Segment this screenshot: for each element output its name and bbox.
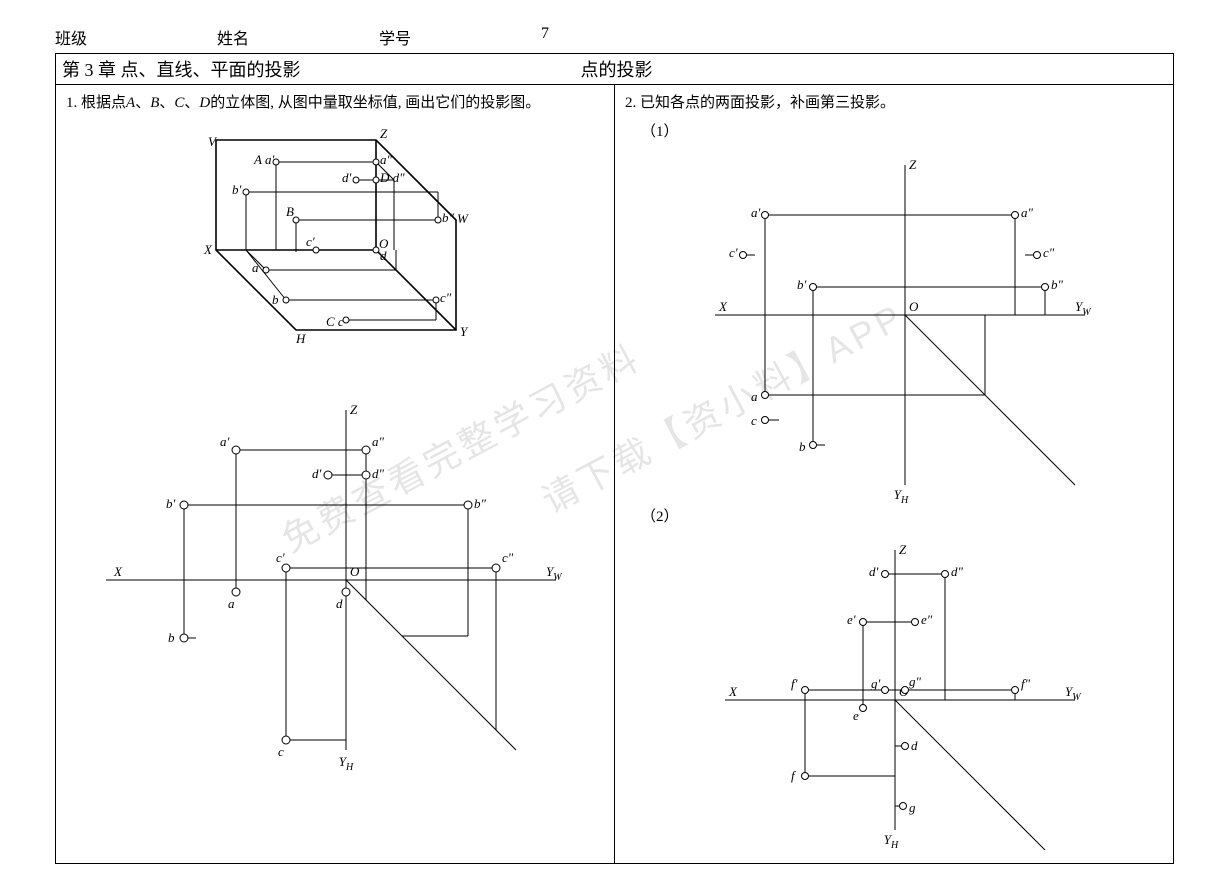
p-b: b bbox=[168, 630, 175, 645]
sub-2: （2） bbox=[641, 505, 1163, 526]
ax-X2: X bbox=[728, 684, 738, 699]
p-a: a bbox=[228, 596, 235, 611]
label-Y: Y bbox=[460, 324, 469, 339]
p-ap: a' bbox=[220, 434, 230, 449]
p2-e: e bbox=[853, 708, 859, 723]
p2-g: g bbox=[909, 800, 916, 815]
pt-adp: a" bbox=[380, 152, 393, 167]
pt-Od: d bbox=[380, 248, 387, 263]
p-bp: b' bbox=[166, 496, 176, 511]
p-adp: a" bbox=[372, 434, 385, 449]
p-c: c bbox=[278, 744, 284, 759]
p2-fp: f' bbox=[791, 676, 798, 691]
p2-ep: e' bbox=[847, 612, 856, 627]
question-2: 2. 已知各点的两面投影，补画第三投影。 bbox=[625, 91, 1163, 112]
p1-cp: c' bbox=[729, 245, 738, 260]
subtitle: 点的投影 bbox=[581, 56, 653, 82]
p1-c: c bbox=[751, 413, 757, 428]
left-column: 1. 根据点A、B、C、D的立体图, 从图中量取坐标值, 画出它们的投影图。 V… bbox=[56, 85, 615, 863]
label-W: W bbox=[457, 211, 469, 226]
pt-B: B bbox=[286, 204, 294, 219]
header-row: 班级 姓名 学号 7 bbox=[55, 25, 1174, 49]
p2-gp: g' bbox=[871, 676, 881, 691]
p-cp: c' bbox=[276, 550, 285, 565]
p1-ap: a' bbox=[751, 205, 761, 220]
pt-Cc: C c bbox=[326, 314, 344, 329]
chapter-title: 第 3 章 点、直线、平面的投影 bbox=[62, 56, 301, 82]
ax-Z2: Z bbox=[899, 542, 907, 557]
title-row: 第 3 章 点、直线、平面的投影 点的投影 bbox=[55, 53, 1174, 84]
ax-O1: O bbox=[909, 299, 919, 314]
pt-A: A a' bbox=[253, 152, 274, 167]
ax-Z1: Z bbox=[909, 157, 917, 172]
label-X: X bbox=[203, 242, 213, 257]
pt-Ddp: D d" bbox=[379, 170, 405, 185]
axis-Z: Z bbox=[350, 402, 358, 417]
p1-cdp: c" bbox=[1043, 245, 1055, 260]
pt-dp: d' bbox=[342, 170, 352, 185]
p-cdp: c" bbox=[502, 550, 514, 565]
p1-adp: a" bbox=[1021, 205, 1034, 220]
label-Z: Z bbox=[380, 126, 388, 141]
pt-cp: c' bbox=[306, 234, 315, 249]
class-label: 班级 bbox=[55, 25, 87, 49]
pt-bp: b' bbox=[232, 182, 242, 197]
p-bdp: b" bbox=[474, 496, 487, 511]
p2-ddp: d" bbox=[951, 564, 964, 579]
figure-q2-2: X Z O YW YH d' d" e' e" f' g' g" f" bbox=[695, 530, 1115, 850]
p2-edp: e" bbox=[921, 612, 933, 627]
figure-3d: V Z W X Y H O bbox=[146, 120, 526, 370]
right-column: 2. 已知各点的两面投影，补画第三投影。 （1） X Z O YW YH bbox=[615, 85, 1173, 863]
ax-YH2: YH bbox=[884, 832, 899, 850]
p2-fdp: f" bbox=[1021, 676, 1031, 691]
page-number: 7 bbox=[541, 25, 549, 49]
id-label: 学号 bbox=[379, 25, 411, 49]
pt-bdp: b" bbox=[442, 210, 455, 225]
p-d: d bbox=[336, 596, 343, 611]
p1-b: b bbox=[799, 439, 806, 454]
question-1: 1. 根据点A、B、C、D的立体图, 从图中量取坐标值, 画出它们的投影图。 bbox=[66, 91, 604, 112]
figure-q2-1: X Z O YW YH a' a" c' c" b' b" a bbox=[685, 145, 1125, 505]
p1-a: a bbox=[751, 389, 758, 404]
pt-a: a bbox=[252, 260, 259, 275]
p2-f: f bbox=[791, 768, 797, 783]
label-H: H bbox=[295, 331, 306, 346]
pt-cdp: c" bbox=[440, 290, 452, 305]
p2-dp: d' bbox=[869, 564, 879, 579]
content-area: 1. 根据点A、B、C、D的立体图, 从图中量取坐标值, 画出它们的投影图。 V… bbox=[55, 84, 1174, 864]
p1-bdp: b" bbox=[1051, 277, 1064, 292]
p2-d: d bbox=[911, 738, 918, 753]
pt-b: b bbox=[272, 292, 279, 307]
p2-gdp: g" bbox=[909, 674, 922, 689]
axis-O: O bbox=[350, 564, 360, 579]
ax-YH1: YH bbox=[894, 487, 909, 505]
p-ddp: d" bbox=[372, 466, 385, 481]
name-label: 姓名 bbox=[217, 25, 249, 49]
ax-X1: X bbox=[718, 299, 728, 314]
axis-X: X bbox=[113, 564, 123, 579]
axis-YH: YH bbox=[339, 754, 354, 773]
figure-2d: X Z O YW YH a' a" d' d" b bbox=[66, 380, 586, 780]
sub-1: （1） bbox=[641, 120, 1163, 141]
p-dp: d' bbox=[312, 466, 322, 481]
p1-bp: b' bbox=[797, 277, 807, 292]
